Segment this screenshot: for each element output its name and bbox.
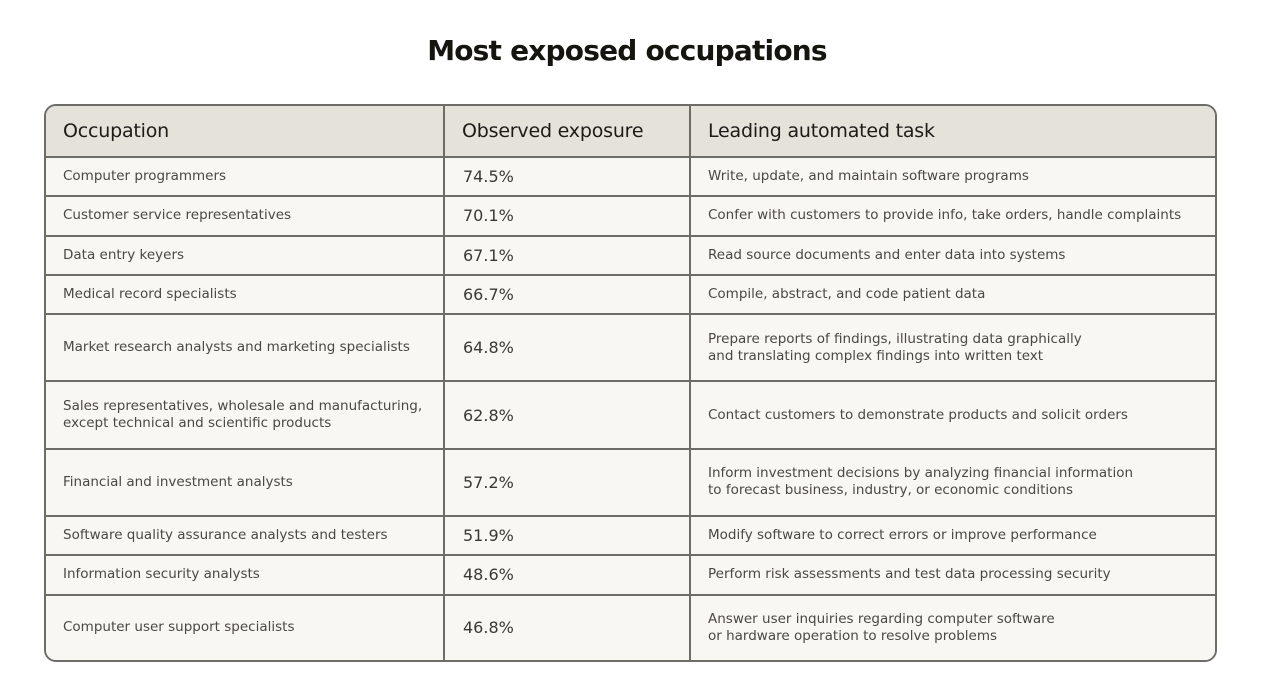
occupation-text-line: Data entry keyers <box>63 246 185 263</box>
occupation-text-line: Sales representatives, wholesale and man… <box>63 398 423 415</box>
column-header-occupation: Occupation <box>46 106 445 158</box>
task-cell: Confer with customers to provide info, t… <box>690 196 1215 237</box>
occupation-text-line: Information security analysts <box>63 566 260 583</box>
table-row: Software quality assurance analysts and … <box>46 516 1215 557</box>
task-text-line: to forecast business, industry, or econo… <box>708 482 1074 499</box>
occupation-text-line: Customer service representatives <box>63 207 292 224</box>
task-cell: Write, update, and maintain software pro… <box>690 157 1215 198</box>
table-body: Computer programmers 74.5% Write, update, … <box>46 157 1215 660</box>
task-text-line: or hardware operation to resolve problem… <box>708 627 998 644</box>
task-text-line: Inform investment decisions by analyzing… <box>708 465 1134 482</box>
task-cell: Answer user inquiries regarding computer… <box>690 594 1215 660</box>
column-header-observed-exposure: Observed exposure <box>444 106 691 158</box>
task-text-line: and translating complex findings into wr… <box>708 347 1044 364</box>
task-cell: Read source documents and enter data int… <box>690 235 1215 276</box>
task-cell: Contact customers to demonstrate product… <box>690 381 1215 450</box>
task-text-line: Read source documents and enter data int… <box>708 246 1066 263</box>
exposure-cell: 57.2% <box>444 448 691 518</box>
task-cell: Prepare reports of findings, illustratin… <box>690 314 1215 383</box>
exposure-cell: 46.8% <box>444 594 691 660</box>
table-header: Occupation Observed exposure Leading aut… <box>46 106 1215 158</box>
exposure-cell: 64.8% <box>444 314 691 383</box>
page-title: Most exposed occupations <box>427 34 827 67</box>
table-row: Computer user support specialists 46.8% An… <box>46 594 1215 660</box>
task-cell: Perform risk assessments and test data p… <box>690 555 1215 596</box>
table-row: Computer programmers 74.5% Write, update, … <box>46 157 1215 198</box>
task-text-line: Answer user inquiries regarding computer… <box>708 610 1055 627</box>
task-text-line: Compile, abstract, and code patient data <box>708 285 986 302</box>
exposure-cell: 48.6% <box>444 555 691 596</box>
task-cell: Inform investment decisions by analyzing… <box>690 448 1215 518</box>
occupations-table: Occupation Observed exposure Leading aut… <box>46 106 1215 660</box>
exposure-cell: 67.1% <box>444 235 691 276</box>
table-row: Financial and investment analysts 57.2% In… <box>46 448 1215 518</box>
table-row: Sales representatives, wholesale and man… <box>46 381 1215 450</box>
task-cell: Modify software to correct errors or imp… <box>690 516 1215 557</box>
exposure-cell: 62.8% <box>444 381 691 450</box>
occupation-cell: Software quality assurance analysts and … <box>46 516 445 557</box>
table-row: Data entry keyers 67.1% Read source docume… <box>46 235 1215 276</box>
occupation-cell: Financial and investment analysts <box>46 448 445 518</box>
occupation-text-line: Software quality assurance analysts and … <box>63 527 388 544</box>
occupation-cell: Market research analysts and marketing s… <box>46 314 445 383</box>
occupation-text-line: Computer programmers <box>63 168 227 185</box>
occupation-cell: Sales representatives, wholesale and man… <box>46 381 445 450</box>
task-text-line: Perform risk assessments and test data p… <box>708 566 1111 583</box>
task-text-line: Confer with customers to provide info, t… <box>708 207 1182 224</box>
table-row: Customer service representatives 70.1% Con… <box>46 196 1215 237</box>
task-cell: Compile, abstract, and code patient data <box>690 274 1215 316</box>
task-text-line: Write, update, and maintain software pro… <box>708 168 1029 185</box>
table-row: Medical record specialists 66.7% Compile, … <box>46 274 1215 316</box>
exposure-cell: 66.7% <box>444 274 691 316</box>
header-row: Occupation Observed exposure Leading aut… <box>46 106 1215 158</box>
occupation-cell: Information security analysts <box>46 555 445 596</box>
column-header-leading-automated-task: Leading automated task <box>690 106 1215 158</box>
task-text-line: Contact customers to demonstrate product… <box>708 406 1128 423</box>
table-row: Information security analysts 48.6% Perfor… <box>46 555 1215 596</box>
occupation-cell: Data entry keyers <box>46 235 445 276</box>
exposure-cell: 74.5% <box>444 157 691 198</box>
task-text-line: Modify software to correct errors or imp… <box>708 527 1097 544</box>
occupation-cell: Medical record specialists <box>46 274 445 316</box>
occupation-text-line: Financial and investment analysts <box>63 473 293 490</box>
exposure-cell: 51.9% <box>444 516 691 557</box>
occupation-text-line: except technical and scientific products <box>63 415 332 432</box>
occupation-cell: Computer programmers <box>46 157 445 198</box>
task-text-line: Prepare reports of findings, illustratin… <box>708 330 1082 347</box>
occupations-table-container: Occupation Observed exposure Leading aut… <box>44 104 1217 662</box>
occupation-cell: Customer service representatives <box>46 196 445 237</box>
table-row: Market research analysts and marketing s… <box>46 314 1215 383</box>
occupation-text-line: Medical record specialists <box>63 285 237 302</box>
occupation-text-line: Market research analysts and marketing s… <box>63 339 410 356</box>
occupation-text-line: Computer user support specialists <box>63 619 295 636</box>
exposure-cell: 70.1% <box>444 196 691 237</box>
occupation-cell: Computer user support specialists <box>46 594 445 660</box>
